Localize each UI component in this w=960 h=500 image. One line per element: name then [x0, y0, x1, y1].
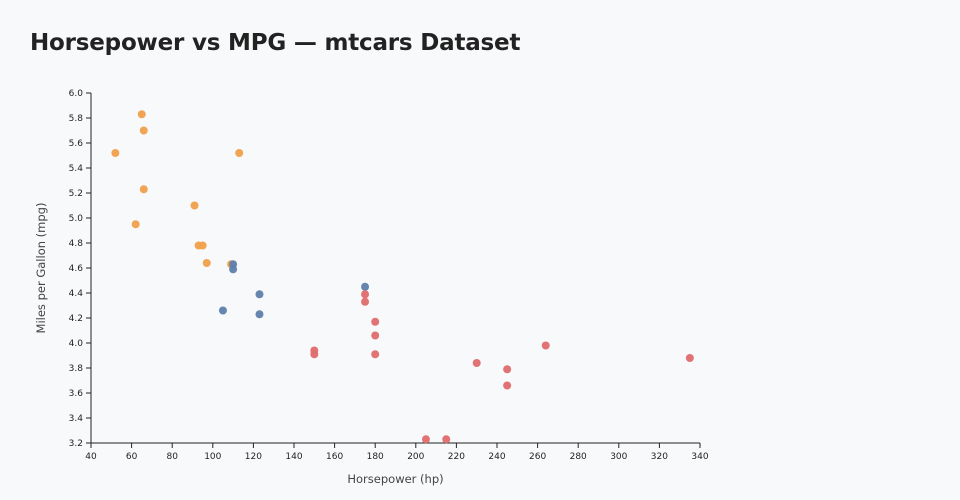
- data-point: [202, 259, 211, 267]
- data-point: [255, 310, 264, 319]
- x-axis: 40 60 80 100 120 140 160 180 200 220 240 260 280 300 3…: [85, 442, 709, 462]
- x-tick-label: 340: [691, 452, 708, 462]
- x-tick-label: 120: [245, 452, 262, 462]
- data-point: [229, 265, 238, 274]
- data-point: [472, 359, 481, 367]
- y-tick-label: 5.2: [69, 189, 83, 199]
- x-tick-label: 240: [488, 452, 505, 462]
- data-point: [139, 126, 148, 135]
- data-point: [131, 220, 140, 229]
- x-tick-label: 260: [529, 452, 546, 462]
- data-points: [111, 110, 694, 444]
- x-tick-label: 220: [448, 452, 465, 462]
- x-tick-label: 320: [651, 452, 668, 462]
- data-point: [503, 381, 512, 390]
- y-tick-label: 4.2: [69, 314, 83, 324]
- y-tick-label: 5.4: [69, 164, 84, 174]
- y-tick-label: 3.8: [69, 364, 84, 374]
- data-point: [503, 365, 512, 374]
- y-tick-label: 4.4: [69, 289, 84, 299]
- data-point: [137, 110, 146, 119]
- y-tick-label: 5.6: [69, 139, 84, 149]
- data-point: [190, 201, 199, 210]
- data-point: [421, 435, 430, 444]
- data-point: [198, 241, 207, 250]
- data-point: [541, 341, 550, 350]
- y-tick-label: 3.2: [69, 439, 83, 449]
- data-point: [685, 354, 694, 362]
- data-point: [371, 317, 380, 326]
- data-point: [218, 306, 227, 315]
- data-point: [361, 297, 370, 306]
- x-axis-title: Horsepower (hp): [347, 472, 443, 486]
- data-point: [361, 290, 370, 299]
- y-tick-label: 4.8: [69, 239, 84, 249]
- data-point: [361, 282, 370, 291]
- data-point: [111, 149, 120, 157]
- y-tick-label: 6.0: [69, 89, 84, 99]
- x-tick-label: 200: [407, 452, 424, 462]
- y-tick-label: 5.0: [69, 214, 84, 224]
- x-tick-label: 80: [166, 452, 178, 462]
- y-tick-label: 4.0: [69, 339, 84, 349]
- y-tick-label: 5.8: [69, 114, 84, 124]
- data-point: [235, 149, 244, 157]
- data-point: [139, 185, 148, 194]
- x-tick-label: 160: [326, 452, 343, 462]
- x-tick-label: 140: [285, 452, 302, 462]
- data-point: [255, 290, 264, 299]
- data-point: [371, 331, 380, 340]
- x-tick-label: 180: [367, 452, 384, 462]
- x-tick-label: 300: [610, 452, 627, 462]
- chart-title: Horsepower vs MPG — mtcars Dataset: [30, 30, 521, 56]
- x-tick-label: 280: [570, 452, 587, 462]
- y-tick-label: 3.4: [69, 414, 84, 424]
- y-tick-label: 3.6: [69, 389, 84, 399]
- data-point: [310, 350, 319, 359]
- y-tick-label: 4.6: [69, 264, 84, 274]
- x-tick-label: 40: [85, 452, 97, 462]
- y-axis: 3.2 3.4 3.6 3.8 4.0 4.2 4.4 4.6 4.8 5.0 5.2 5.4 5.6 5…: [69, 89, 92, 449]
- y-axis-title: Miles per Gallon (mpg): [34, 203, 48, 334]
- data-point: [442, 435, 451, 444]
- x-tick-label: 100: [204, 452, 221, 462]
- data-point: [371, 350, 380, 359]
- x-tick-label: 60: [126, 452, 138, 462]
